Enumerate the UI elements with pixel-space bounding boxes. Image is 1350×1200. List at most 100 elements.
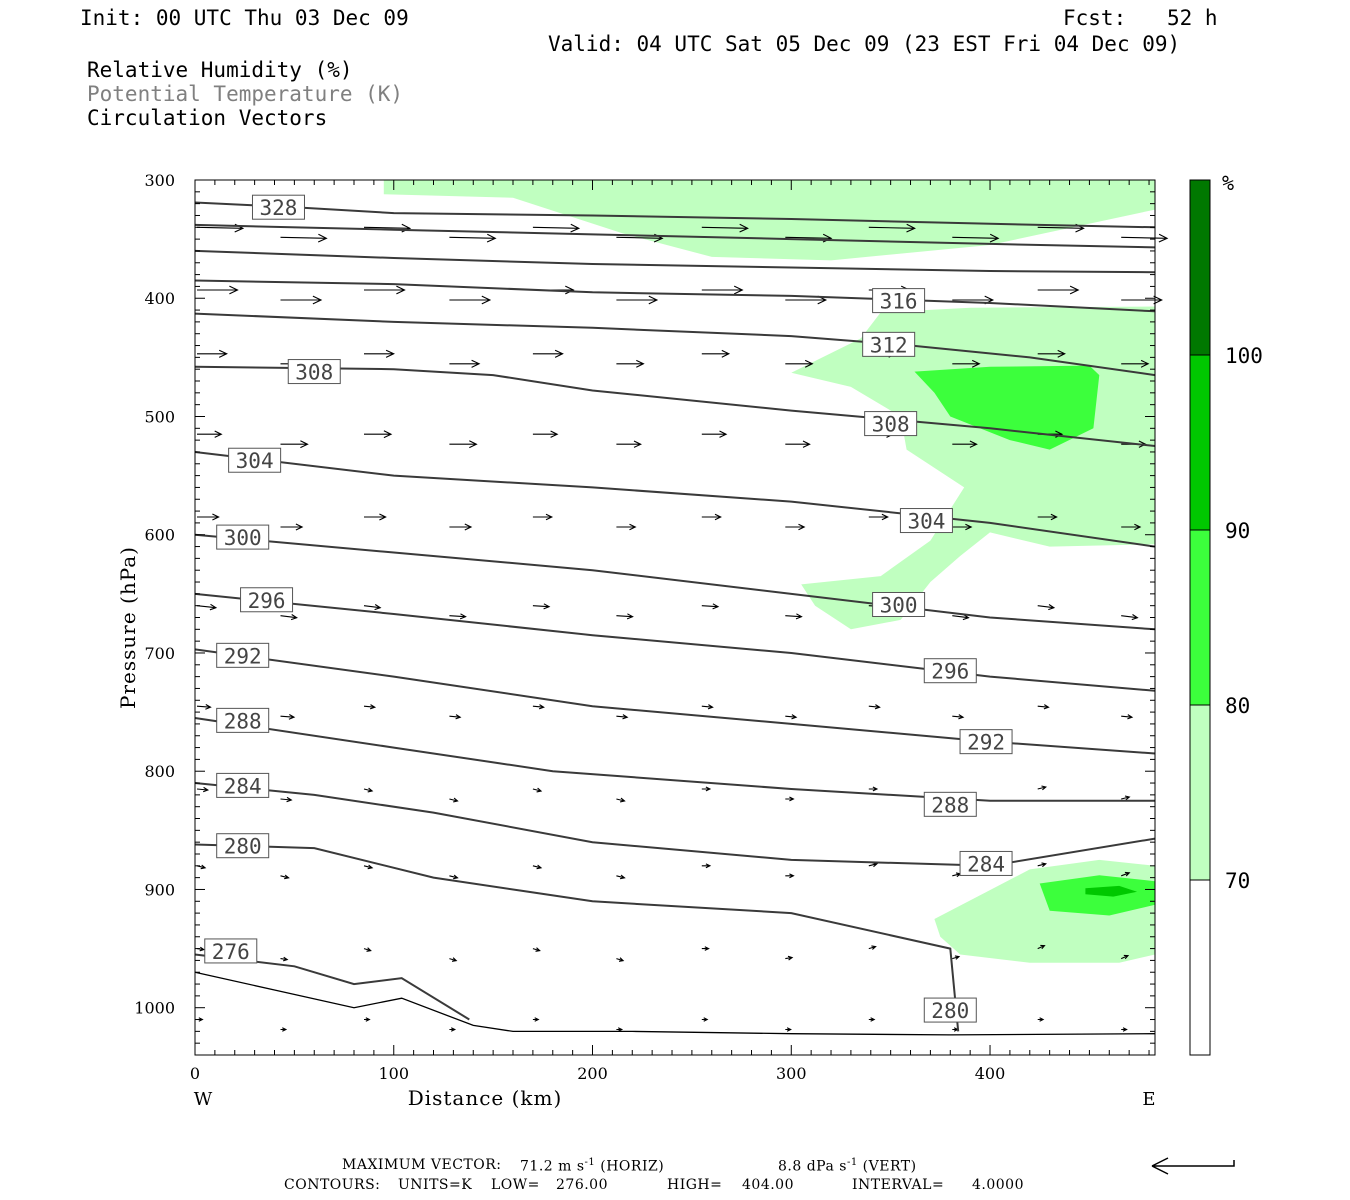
rh-colorbar: 70 80 90 100%: [1151, 171, 1263, 1175]
circulation-vector-69: [952, 614, 970, 621]
isentrope-label-328: 328: [260, 196, 298, 220]
circulation-vector-31: [785, 359, 814, 368]
axes: 300 400 500 600 700 800 900 1000 0 100 200 300 400 W E…: [116, 171, 1156, 1110]
circulation-vector-27: [449, 359, 481, 368]
potential-temperature-contours: 328 316 312 308 308 304 304 300 300 296 296 292 292 2…: [194, 194, 1156, 1032]
isentrope-label-292: 292: [224, 644, 262, 668]
isentrope-292: [194, 648, 1156, 755]
circulation-vector-6: [701, 223, 749, 233]
rh-region-4: [1039, 875, 1155, 916]
isentrope-label-312: 312: [870, 333, 908, 357]
y-tick-label-500: 500: [144, 407, 175, 426]
isentrope-316: [194, 279, 1156, 313]
circulation-vector-23: [1121, 295, 1163, 305]
circulation-vector-97: [280, 874, 290, 880]
x-tick-label-200: 200: [577, 1064, 608, 1083]
circulation-vector-65: [616, 613, 634, 620]
circulation-vector-90: [701, 786, 712, 792]
circulation-vector-113: [616, 957, 625, 962]
isentrope-label-292: 292: [967, 731, 1005, 755]
y-tick-label-1000: 1000: [134, 999, 175, 1018]
isentrope-label-276: 276: [212, 940, 250, 964]
circulation-vector-73: [280, 714, 296, 720]
isentrope-label-box-8: [899, 508, 953, 534]
isentrope-320: [194, 249, 1156, 274]
circulation-vector-121: [280, 1027, 288, 1032]
isentrope-label-box-19: [216, 833, 270, 859]
circulation-vector-119: [1120, 954, 1130, 960]
isentrope-label-box-18: [959, 850, 1013, 876]
contours-label: CONTOURS:: [284, 1177, 381, 1193]
circulation-vector-41: [616, 440, 642, 448]
x-axis-title: Distance (km): [408, 1086, 563, 1110]
colorbar-label-70: 70: [1225, 869, 1250, 893]
circulation-vector-95: [1121, 795, 1131, 801]
isentrope-label-box-14: [959, 729, 1013, 755]
circulation-vector-60: [196, 603, 218, 611]
circulation-vector-13: [280, 295, 323, 305]
isentrope-label-304: 304: [907, 510, 945, 534]
circulation-vector-4: [532, 223, 581, 233]
isentrope-label-308: 308: [295, 361, 333, 385]
circulation-vector-66: [701, 603, 720, 610]
circulation-vector-99: [449, 874, 459, 880]
forecast-hour-label: Fcst:: [1063, 6, 1127, 30]
circulation-vector-12: [197, 285, 239, 295]
x-tick-label-100: 100: [378, 1064, 409, 1083]
isentrope-label-box-13: [216, 642, 270, 668]
circulation-vector-72: [196, 704, 212, 710]
circulation-vector-3: [449, 233, 497, 243]
isentrope-label-box-3: [872, 288, 926, 314]
circulation-vector-122: [364, 1017, 371, 1022]
isentrope-296: [194, 592, 1156, 692]
rh-region-3: [914, 365, 1100, 450]
field-theta: Potential Temperature (K): [87, 82, 404, 106]
y-tick-label-300: 300: [144, 171, 175, 190]
isentrope-label-box-16: [923, 791, 977, 817]
isentrope-label-box-9: [216, 524, 270, 550]
circulation-vector-52: [532, 513, 554, 521]
circulation-vector-80: [868, 704, 881, 710]
circulation-vector-117: [952, 955, 961, 960]
circulation-vector-42: [701, 430, 728, 438]
circulation-vector-118: [1037, 944, 1046, 950]
circulation-vector-38: [364, 430, 393, 439]
y-tick-label-400: 400: [144, 289, 175, 308]
circulation-vector-125: [616, 1027, 624, 1032]
max-vector-horiz-exp: -1: [584, 1157, 596, 1168]
circulation-vector-28: [532, 349, 564, 358]
init-time: Init: 00 UTC Thu 03 Dec 09: [80, 6, 409, 30]
y-axis-title: Pressure (hPa): [116, 546, 140, 709]
circulation-vector-116: [868, 945, 877, 950]
terrain-line-path: [194, 971, 1156, 1036]
colorbar-segment-1: [1189, 704, 1211, 881]
field-rh: Relative Humidity (%): [87, 58, 353, 82]
circulation-vector-71: [1121, 614, 1139, 621]
circulation-vector-78: [701, 704, 714, 710]
circulation-vector-74: [363, 704, 377, 710]
y-tick-label-700: 700: [144, 644, 175, 663]
circulation-vector-1: [280, 233, 328, 243]
circulation-vector-54: [701, 513, 722, 521]
circulation-vector-76: [532, 704, 545, 710]
isentrope-324: [194, 223, 1156, 249]
circulation-vector-18: [701, 285, 744, 295]
circulation-vector-123: [449, 1027, 457, 1032]
isentrope-312: [194, 312, 1156, 377]
isentrope-304: [194, 451, 1156, 548]
circulation-vector-79: [785, 714, 798, 720]
circulation-vector-53: [616, 523, 637, 531]
circulation-vector-89: [616, 797, 626, 803]
circulation-vector-29: [616, 359, 645, 368]
colorbar-segment-4: [1189, 179, 1211, 356]
isentrope-label-box-4: [862, 331, 916, 357]
max-vector-horiz: 71.2 m s-1 (HORIZ): [520, 1157, 664, 1175]
circulation-vector-130: [1037, 1017, 1045, 1022]
terrain-line: [194, 971, 1156, 1036]
circulation-vector-67: [785, 613, 803, 620]
isentrope-label-300: 300: [224, 526, 262, 550]
circulation-vector-85: [280, 796, 293, 803]
circulation-vector-43: [785, 440, 811, 448]
circulation-vector-57: [952, 523, 973, 531]
circulation-vector-107: [1121, 871, 1131, 877]
